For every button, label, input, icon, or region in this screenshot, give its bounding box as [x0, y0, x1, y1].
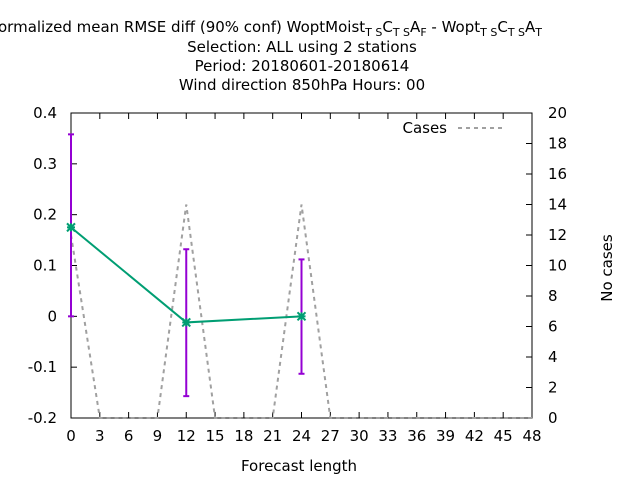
legend-label-cases: Cases	[402, 119, 447, 137]
chart-title: ormalized mean RMSE diff (90% conf) Wopt…	[0, 18, 542, 94]
title-line-3: Period: 20180601-20180614	[195, 57, 410, 75]
x-tick-label-2: 6	[124, 427, 134, 445]
legend: Cases	[402, 119, 506, 137]
data-point-0-1	[181, 317, 191, 328]
x-tick-label-7: 21	[263, 427, 282, 445]
y2-axis-label: No cases	[598, 234, 616, 302]
data-point-0-0	[66, 222, 76, 233]
x-tick-label-13: 39	[436, 427, 455, 445]
y2-tick-label-9: 18	[548, 135, 567, 153]
y2-tick-label-7: 14	[548, 196, 567, 214]
title-line-2: Selection: ALL using 2 stations	[187, 38, 417, 56]
y-tick-label-6: 0.4	[33, 104, 57, 122]
x-tick-label-6: 18	[234, 427, 253, 445]
y2-tick-label-6: 12	[548, 226, 567, 244]
y2-tick-label-8: 16	[548, 165, 567, 183]
x-tick-label-8: 24	[292, 427, 311, 445]
y-tick-label-1: -0.1	[28, 358, 57, 376]
x-tick-label-0: 0	[66, 427, 76, 445]
x-tick-label-11: 33	[378, 427, 397, 445]
x-tick-label-4: 12	[177, 427, 196, 445]
x-tick-label-12: 36	[407, 427, 426, 445]
x-tick-label-10: 30	[350, 427, 369, 445]
x-axis-label: Forecast length	[241, 457, 357, 475]
y-tick-label-3: 0.1	[33, 257, 57, 275]
x-tick-label-14: 42	[465, 427, 484, 445]
y-tick-label-5: 0.3	[33, 155, 57, 173]
x-tick-label-1: 3	[95, 427, 105, 445]
title-line-4: Wind direction 850hPa Hours: 00	[179, 76, 425, 94]
y2-tick-label-3: 6	[548, 318, 558, 336]
x-tick-label-5: 15	[206, 427, 225, 445]
y2-tick-label-1: 2	[548, 379, 558, 397]
y2-tick-label-5: 10	[548, 257, 567, 275]
y-tick-label-2: 0	[47, 307, 57, 325]
y2-tick-label-0: 0	[548, 409, 558, 427]
x-tick-label-9: 27	[321, 427, 340, 445]
y2-tick-label-10: 20	[548, 104, 567, 122]
y2-tick-label-2: 4	[548, 348, 558, 366]
x-tick-label-16: 48	[522, 427, 541, 445]
x-tick-label-3: 9	[153, 427, 163, 445]
data-point-0-2	[296, 311, 307, 322]
cases-line	[70, 204, 532, 419]
y-tick-label-4: 0.2	[33, 206, 57, 224]
plot-area: 0 3 6 9 12 15 18 21 24 27 30 33 36 39 42 45 48-0.2-0.100…	[28, 104, 567, 445]
y-tick-label-0: -0.2	[28, 409, 57, 427]
x-tick-label-15: 45	[494, 427, 513, 445]
title-line-1: ormalized mean RMSE diff (90% conf) Wopt…	[0, 18, 542, 39]
y2-tick-label-4: 8	[548, 287, 558, 305]
